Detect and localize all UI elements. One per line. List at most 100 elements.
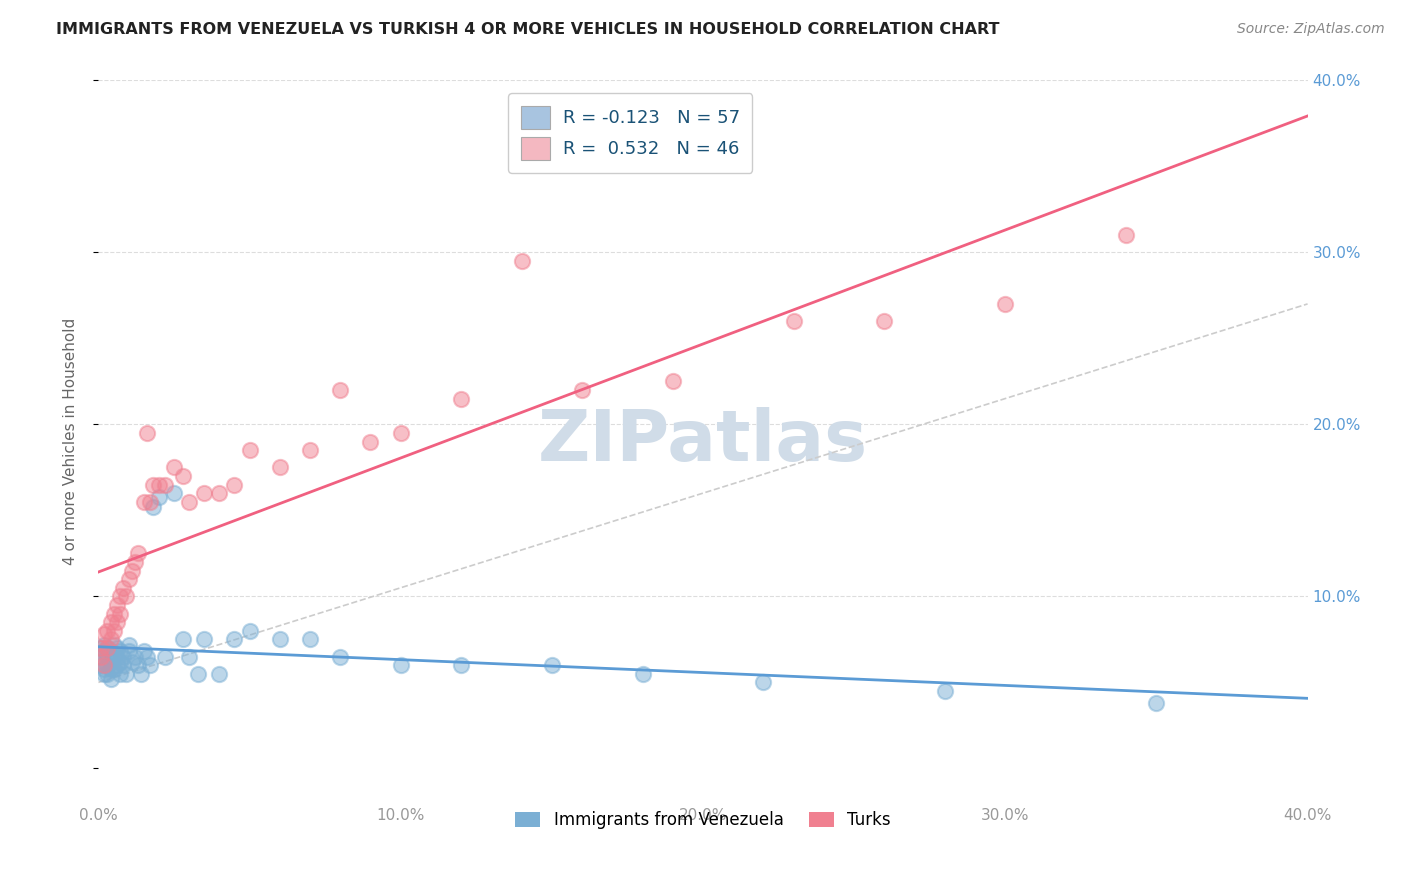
Point bbox=[124, 555, 146, 569]
Point bbox=[142, 477, 165, 491]
Point bbox=[93, 662, 115, 676]
Point bbox=[111, 649, 134, 664]
Point bbox=[208, 486, 231, 500]
Y-axis label: 4 or more Vehicles in Household: 4 or more Vehicles in Household bbox=[63, 318, 77, 566]
Point bbox=[100, 662, 122, 676]
Point bbox=[100, 644, 122, 658]
Point bbox=[389, 658, 412, 673]
Point bbox=[103, 662, 125, 676]
Point bbox=[148, 477, 170, 491]
Point bbox=[193, 632, 215, 647]
Point bbox=[163, 460, 186, 475]
Point bbox=[100, 655, 122, 669]
Point bbox=[193, 486, 215, 500]
Point bbox=[118, 638, 141, 652]
Point bbox=[105, 658, 128, 673]
Point bbox=[103, 624, 125, 638]
Point bbox=[90, 640, 112, 655]
Point bbox=[571, 383, 593, 397]
Point bbox=[135, 649, 157, 664]
Point bbox=[100, 672, 122, 686]
Point bbox=[224, 632, 246, 647]
Point bbox=[540, 658, 562, 673]
Point bbox=[93, 638, 115, 652]
Point bbox=[108, 666, 131, 681]
Point bbox=[148, 490, 170, 504]
Point bbox=[103, 638, 125, 652]
Text: IMMIGRANTS FROM VENEZUELA VS TURKISH 4 OR MORE VEHICLES IN HOUSEHOLD CORRELATION: IMMIGRANTS FROM VENEZUELA VS TURKISH 4 O… bbox=[56, 22, 1000, 37]
Point bbox=[129, 666, 152, 681]
Point bbox=[108, 644, 131, 658]
Point bbox=[108, 607, 131, 621]
Point bbox=[450, 392, 472, 406]
Point bbox=[142, 500, 165, 514]
Point bbox=[90, 658, 112, 673]
Point bbox=[934, 684, 956, 698]
Point bbox=[269, 460, 291, 475]
Point bbox=[96, 624, 118, 638]
Point bbox=[239, 443, 262, 458]
Point bbox=[153, 477, 176, 491]
Point bbox=[114, 590, 136, 604]
Point bbox=[111, 658, 134, 673]
Point bbox=[179, 649, 201, 664]
Point bbox=[93, 627, 115, 641]
Point bbox=[114, 666, 136, 681]
Point bbox=[187, 666, 209, 681]
Point bbox=[1115, 228, 1137, 243]
Point bbox=[100, 632, 122, 647]
Point bbox=[90, 649, 112, 664]
Point bbox=[389, 425, 412, 440]
Point bbox=[510, 253, 533, 268]
Legend: Immigrants from Venezuela, Turks: Immigrants from Venezuela, Turks bbox=[508, 803, 898, 838]
Point bbox=[661, 375, 683, 389]
Point bbox=[105, 598, 128, 612]
Point bbox=[299, 443, 322, 458]
Point bbox=[96, 666, 118, 681]
Point bbox=[93, 658, 115, 673]
Point bbox=[224, 477, 246, 491]
Point bbox=[132, 644, 155, 658]
Point bbox=[103, 607, 125, 621]
Point bbox=[994, 297, 1017, 311]
Point bbox=[121, 564, 143, 578]
Point bbox=[153, 649, 176, 664]
Point bbox=[124, 649, 146, 664]
Point bbox=[1144, 696, 1167, 710]
Point bbox=[208, 666, 231, 681]
Text: Source: ZipAtlas.com: Source: ZipAtlas.com bbox=[1237, 22, 1385, 37]
Point bbox=[100, 615, 122, 630]
Point bbox=[329, 649, 352, 664]
Point bbox=[139, 494, 162, 508]
Point bbox=[127, 546, 149, 560]
Point bbox=[118, 644, 141, 658]
Point bbox=[132, 494, 155, 508]
Point bbox=[179, 494, 201, 508]
Point bbox=[93, 666, 115, 681]
Point bbox=[96, 658, 118, 673]
Point bbox=[105, 640, 128, 655]
Point bbox=[118, 572, 141, 586]
Point bbox=[93, 644, 115, 658]
Point bbox=[783, 314, 806, 328]
Point bbox=[90, 640, 112, 655]
Point bbox=[103, 649, 125, 664]
Point bbox=[329, 383, 352, 397]
Point bbox=[108, 590, 131, 604]
Point bbox=[105, 649, 128, 664]
Point bbox=[172, 632, 194, 647]
Point bbox=[105, 615, 128, 630]
Point bbox=[127, 658, 149, 673]
Point bbox=[121, 655, 143, 669]
Point bbox=[450, 658, 472, 673]
Point bbox=[135, 425, 157, 440]
Point bbox=[96, 640, 118, 655]
Point bbox=[239, 624, 262, 638]
Point bbox=[631, 666, 654, 681]
Point bbox=[172, 469, 194, 483]
Point bbox=[108, 655, 131, 669]
Point bbox=[96, 649, 118, 664]
Point bbox=[269, 632, 291, 647]
Point bbox=[90, 649, 112, 664]
Point bbox=[139, 658, 162, 673]
